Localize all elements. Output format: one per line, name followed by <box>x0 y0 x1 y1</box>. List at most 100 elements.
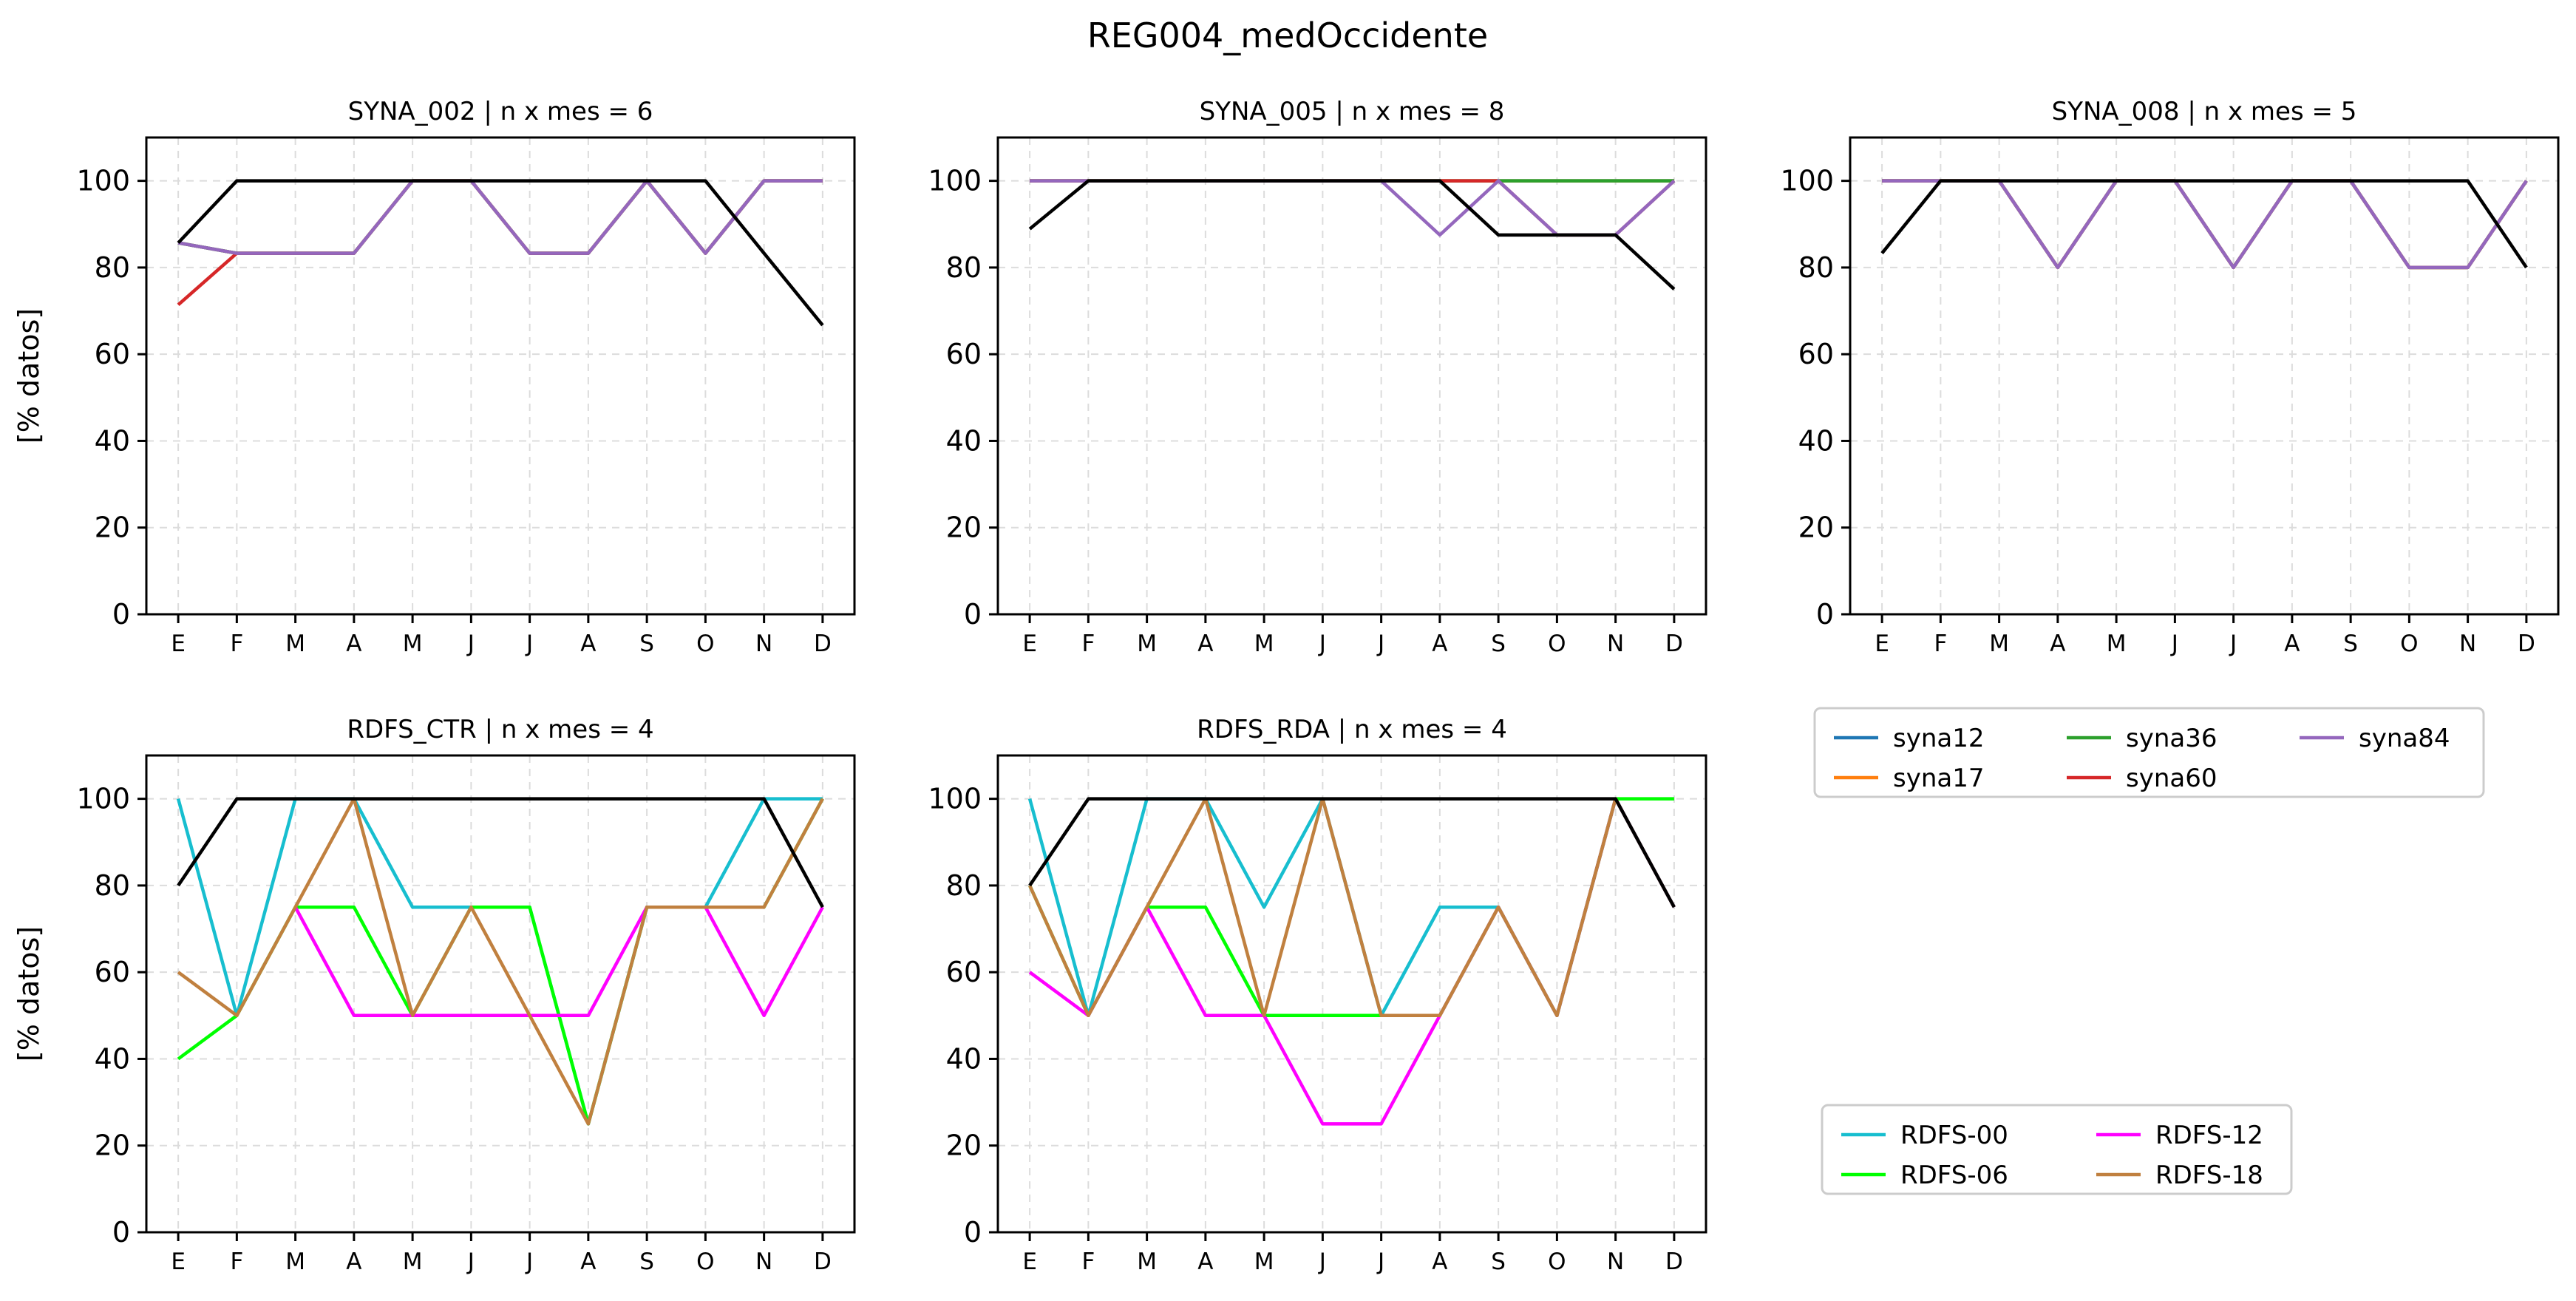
x-tick-label: M <box>1254 631 1274 657</box>
x-tick-label: S <box>639 631 654 657</box>
y-tick-label: 60 <box>95 338 130 370</box>
x-tick-label: A <box>346 1249 361 1275</box>
x-tick-label: E <box>1022 1249 1037 1275</box>
x-tick-label: F <box>1081 1249 1095 1275</box>
legend-label-syna84: syna84 <box>2359 724 2450 753</box>
panel-title: SYNA_008 | n x mes = 5 <box>2052 97 2357 126</box>
y-tick-label: 0 <box>112 598 130 631</box>
x-tick-label: J <box>1376 1249 1384 1275</box>
x-tick-label: M <box>403 1249 423 1275</box>
x-tick-label: M <box>2107 631 2127 657</box>
legend-frame <box>1821 1104 2293 1195</box>
legend-label-rdfs-18: RDFS-18 <box>2155 1161 2263 1190</box>
y-tick-label: 40 <box>95 424 130 457</box>
x-tick-label: J <box>1318 1249 1326 1275</box>
y-tick-label: 40 <box>95 1042 130 1075</box>
y-tick-label: 80 <box>1798 251 1834 284</box>
legend-label-syna17: syna17 <box>1893 764 1984 793</box>
x-tick-label: N <box>1607 631 1624 657</box>
y-tick-label: 100 <box>76 165 130 197</box>
y-tick-label: 80 <box>95 869 130 902</box>
x-tick-label: E <box>1022 631 1037 657</box>
x-tick-label: O <box>2400 631 2418 657</box>
x-tick-label: M <box>1254 1249 1274 1275</box>
y-tick-label: 80 <box>946 869 982 902</box>
y-tick-label: 80 <box>946 251 982 284</box>
x-tick-label: J <box>525 1249 533 1275</box>
panel-1: 0 20 40 60 80 100 E F M A M J J A S O N D SYNA_002 | n x m… <box>13 97 856 657</box>
y-axis-label: [% datos] <box>13 926 45 1061</box>
x-tick-label: M <box>1137 631 1157 657</box>
x-tick-label: A <box>1197 631 1213 657</box>
panel-title: RDFS_RDA | n x mes = 4 <box>1197 715 1507 744</box>
x-tick-label: A <box>2050 631 2065 657</box>
legend-synop: syna12 syna17 syna36 syna60 syna84 <box>1813 707 2485 798</box>
legend-label-syna60: syna60 <box>2126 764 2217 793</box>
x-tick-label: J <box>525 631 533 657</box>
panel-title: SYNA_005 | n x mes = 8 <box>1200 97 1505 126</box>
y-tick-label: 100 <box>928 165 982 197</box>
x-tick-label: J <box>466 631 475 657</box>
y-tick-label: 100 <box>928 783 982 815</box>
axes-frame <box>996 136 1707 616</box>
chart-panels: 0 20 40 60 80 100 E F M A M J J A S O N D SYNA_002 | n x m… <box>13 97 2560 1275</box>
y-tick-label: 20 <box>946 512 982 544</box>
series-line-total <box>1028 179 1676 291</box>
y-tick-label: 80 <box>95 251 130 284</box>
figure-title: REG004_medOccidente <box>1087 16 1488 55</box>
y-tick-label: 0 <box>112 1216 130 1249</box>
y-tick-label: 20 <box>95 512 130 544</box>
legend-label-syna12: syna12 <box>1893 724 1984 753</box>
x-tick-label: M <box>403 631 423 657</box>
panel-title: RDFS_CTR | n x mes = 4 <box>347 715 653 744</box>
x-tick-label: M <box>1989 631 2009 657</box>
x-tick-label: D <box>814 1249 832 1275</box>
x-tick-label: D <box>814 631 832 657</box>
x-tick-label: N <box>755 631 772 657</box>
y-tick-label: 20 <box>1798 512 1834 544</box>
y-tick-label: 40 <box>946 424 982 457</box>
x-tick-label: A <box>1432 1249 1447 1275</box>
panel-title: SYNA_002 | n x mes = 6 <box>348 97 653 126</box>
x-tick-label: J <box>466 1249 475 1275</box>
x-tick-label: J <box>2229 631 2237 657</box>
x-tick-label: S <box>1491 631 1506 657</box>
x-tick-label: M <box>285 1249 305 1275</box>
legend-rdfs: RDFS-00 RDFS-06 RDFS-12 RDFS-18 <box>1821 1104 2293 1195</box>
x-tick-label: M <box>285 631 305 657</box>
legend-frame <box>1813 707 2485 798</box>
x-tick-label: A <box>2284 631 2300 657</box>
x-tick-label: F <box>1081 631 1095 657</box>
x-tick-label: S <box>1491 1249 1506 1275</box>
series-line-total <box>177 179 824 327</box>
axes-frame <box>145 136 856 616</box>
y-tick-label: 100 <box>76 783 130 815</box>
series-line-total <box>1880 179 2528 269</box>
x-tick-label: O <box>696 1249 714 1275</box>
x-tick-label: D <box>2518 631 2535 657</box>
legend-label-rdfs-00: RDFS-00 <box>1900 1121 2008 1150</box>
x-tick-label: A <box>1197 1249 1213 1275</box>
legend-label-syna36: syna36 <box>2126 724 2217 753</box>
panel-2: 0 20 40 60 80 100 E F M A M J J A S O N D SYNA_005 | n x m… <box>928 97 1707 657</box>
x-tick-label: E <box>171 631 186 657</box>
x-tick-label: A <box>580 631 596 657</box>
x-tick-label: S <box>639 1249 654 1275</box>
y-tick-label: 0 <box>964 1216 982 1249</box>
x-tick-label: F <box>1934 631 1947 657</box>
panel-3: 0 20 40 60 80 100 E F M A M J J A S O N D SYNA_008 | n x m… <box>1780 97 2560 657</box>
y-tick-label: 100 <box>1780 165 1834 197</box>
x-tick-label: N <box>755 1249 772 1275</box>
x-tick-label: O <box>696 631 714 657</box>
x-tick-label: O <box>1548 1249 1566 1275</box>
series-line-rdfs-12 <box>293 905 824 1018</box>
x-tick-label: J <box>1318 631 1326 657</box>
series-line-rdfs-18 <box>177 797 824 1126</box>
y-tick-label: 40 <box>946 1042 982 1075</box>
x-tick-label: J <box>2170 631 2178 657</box>
x-tick-label: F <box>230 631 243 657</box>
y-tick-label: 0 <box>1816 598 1834 631</box>
y-tick-label: 20 <box>95 1130 130 1162</box>
x-tick-label: M <box>1137 1249 1157 1275</box>
